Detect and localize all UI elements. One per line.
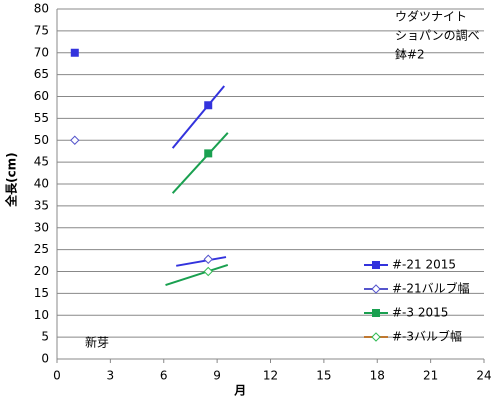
legend-marker [372, 309, 380, 317]
y-tick-label: 10 [34, 308, 49, 322]
legend-label: #-3バルブ幅 [392, 329, 462, 344]
y-tick-label: 60 [34, 89, 49, 103]
legend-marker [372, 261, 380, 269]
y-tick-label: 75 [34, 23, 49, 37]
marker [204, 101, 213, 110]
legend-label: #-21バルブ幅 [392, 281, 470, 296]
y-tick-label: 25 [34, 242, 49, 256]
x-tick-label: 15 [316, 369, 331, 383]
x-tick-label: 12 [263, 369, 278, 383]
y-tick-label: 70 [34, 45, 49, 59]
y-tick-label: 55 [34, 111, 49, 125]
x-tick-label: 3 [107, 369, 115, 383]
y-tick-label: 50 [34, 133, 49, 147]
x-tick-label: 24 [476, 369, 491, 383]
y-tick-label: 65 [34, 67, 49, 81]
annotation: ショパンの調べ [395, 29, 480, 43]
y-tick-label: 30 [34, 220, 49, 234]
annotation: 鉢#2 [395, 48, 425, 62]
trendline [176, 256, 227, 267]
annotation: ウダツナイト [395, 9, 467, 24]
marker [70, 135, 80, 145]
legend-marker [371, 332, 381, 342]
x-tick-label: 18 [370, 369, 385, 383]
legend-label: #-21 2015 [392, 258, 456, 272]
marker [70, 48, 79, 57]
x-tick-label: 21 [423, 369, 438, 383]
marker [203, 254, 213, 264]
x-tick-label: 0 [53, 369, 61, 383]
y-tick-label: 80 [34, 2, 49, 16]
y-tick-label: 5 [41, 330, 49, 344]
legend-marker [371, 284, 381, 294]
y-axis-label: 全長(cm) [4, 152, 19, 208]
legend-label: #-3 2015 [392, 306, 448, 320]
trendline [171, 85, 226, 149]
trendline [171, 132, 229, 194]
marker [204, 149, 213, 158]
y-tick-label: 15 [34, 286, 49, 300]
y-tick-label: 40 [34, 177, 49, 191]
y-tick-label: 35 [34, 198, 49, 212]
x-axis-label: 月 [233, 384, 246, 398]
y-tick-label: 45 [34, 155, 49, 169]
x-tick-label: 6 [160, 369, 168, 383]
marker [203, 266, 213, 277]
trendline [165, 263, 229, 287]
x-tick-label: 9 [213, 369, 221, 383]
annotation: 新芽 [85, 335, 109, 350]
y-tick-label: 20 [34, 264, 49, 278]
y-tick-label: 0 [41, 352, 49, 366]
